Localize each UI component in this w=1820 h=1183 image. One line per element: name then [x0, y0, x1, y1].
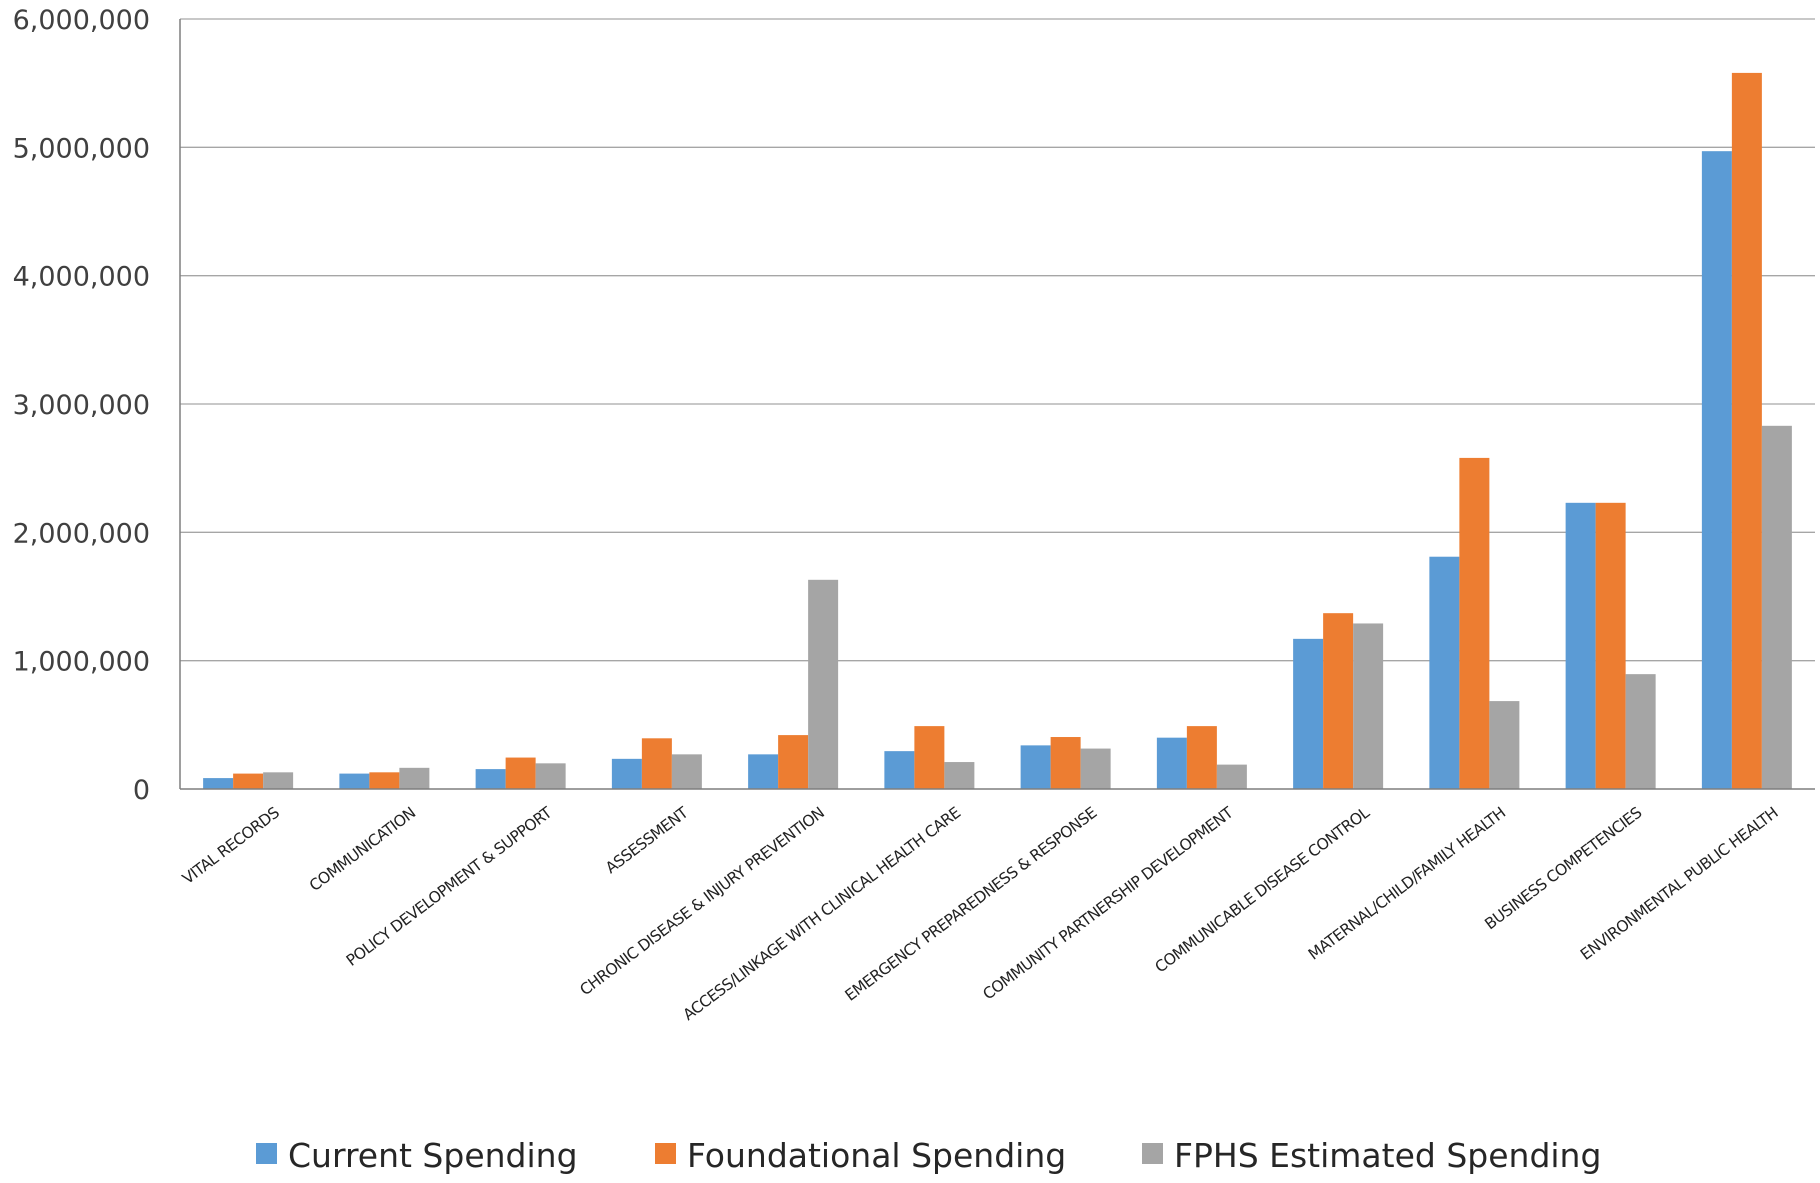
- bar-current-spending-10: [1565, 502, 1596, 789]
- y-tick-label: 2,000,000: [13, 518, 150, 549]
- bar-current-spending-9: [1429, 556, 1460, 789]
- y-tick-label: 5,000,000: [13, 133, 150, 164]
- legend-label: Foundational Spending: [687, 1136, 1066, 1175]
- bar-current-spending-6: [1020, 745, 1051, 789]
- bar-fphs-estimated-spending-3: [671, 754, 702, 789]
- legend-swatch: [655, 1143, 676, 1164]
- legend: Current Spending Foundational Spending FPH…: [256, 1136, 1601, 1175]
- bar-current-spending-8: [1293, 638, 1324, 789]
- legend-swatch: [1142, 1143, 1163, 1164]
- bar-current-spending-1: [339, 773, 370, 789]
- x-tick-label: COMMUNITY PARTNERSHIP DEVELOPMENT: [980, 803, 1238, 1003]
- x-tick-label: EMERGENCY PREPAREDNESS & RESPONSE: [842, 804, 1100, 1005]
- bar-fphs-estimated-spending-1: [399, 767, 430, 789]
- y-tick-label: 3,000,000: [13, 390, 150, 421]
- bar-foundational-spending-2: [505, 757, 536, 789]
- bar-fphs-estimated-spending-0: [263, 772, 294, 789]
- bar-foundational-spending-8: [1323, 613, 1354, 789]
- x-tick-label: COMMUNICABLE DISEASE CONTROL: [1152, 803, 1374, 976]
- legend-label: Current Spending: [288, 1136, 578, 1175]
- y-axis-tick-labels: 0 1,000,000 2,000,000 3,000,000 4,000,000 5,0…: [13, 5, 150, 806]
- bar-foundational-spending-0: [233, 773, 264, 789]
- bar-foundational-spending-3: [641, 738, 672, 789]
- axes: [179, 19, 1815, 790]
- bar-current-spending-2: [475, 769, 506, 789]
- bar-foundational-spending-9: [1459, 457, 1490, 789]
- y-tick-label: 6,000,000: [13, 5, 150, 36]
- bar-fphs-estimated-spending-4: [808, 579, 839, 789]
- bar-current-spending-0: [203, 778, 234, 789]
- bar-foundational-spending-6: [1050, 737, 1081, 789]
- x-tick-label: CHRONIC DISEASE & INJURY PREVENTION: [577, 804, 828, 999]
- bar-fphs-estimated-spending-2: [535, 763, 566, 789]
- bar-fphs-estimated-spending-9: [1489, 701, 1520, 789]
- x-tick-label: COMMUNICATION: [306, 804, 419, 895]
- bar-current-spending-3: [611, 758, 642, 789]
- bar-foundational-spending-11: [1731, 72, 1762, 789]
- bar-foundational-spending-1: [369, 772, 400, 789]
- bar-fphs-estimated-spending-8: [1353, 623, 1384, 789]
- x-tick-label: ACCESS/LINKAGE WITH CLINICAL HEALTH CARE: [680, 804, 964, 1024]
- y-tick-label: 0: [133, 775, 150, 806]
- x-tick-label: ASSESSMENT: [602, 803, 692, 877]
- gridlines: [180, 18, 1815, 662]
- bar-fphs-estimated-spending-6: [1080, 748, 1111, 789]
- legend-swatch: [256, 1143, 277, 1164]
- bar-foundational-spending-10: [1595, 502, 1626, 789]
- bar-fphs-estimated-spending-10: [1625, 674, 1656, 789]
- bar-current-spending-5: [884, 751, 915, 789]
- bar-current-spending-11: [1701, 151, 1732, 789]
- bar-foundational-spending-5: [914, 726, 945, 789]
- legend-label: FPHS Estimated Spending: [1174, 1136, 1601, 1175]
- bars: [203, 72, 1792, 789]
- bar-current-spending-7: [1156, 737, 1187, 789]
- bar-fphs-estimated-spending-5: [944, 762, 975, 789]
- bar-current-spending-4: [748, 754, 779, 789]
- bar-fphs-estimated-spending-11: [1761, 425, 1792, 789]
- bar-foundational-spending-7: [1186, 726, 1217, 789]
- bar-foundational-spending-4: [778, 735, 809, 789]
- x-tick-label: BUSINESS COMPETENCIES: [1481, 804, 1645, 933]
- bar-fphs-estimated-spending-7: [1216, 764, 1247, 789]
- x-tick-label: VITAL RECORDS: [179, 804, 282, 888]
- y-tick-label: 1,000,000: [13, 647, 150, 678]
- y-tick-label: 4,000,000: [13, 262, 150, 293]
